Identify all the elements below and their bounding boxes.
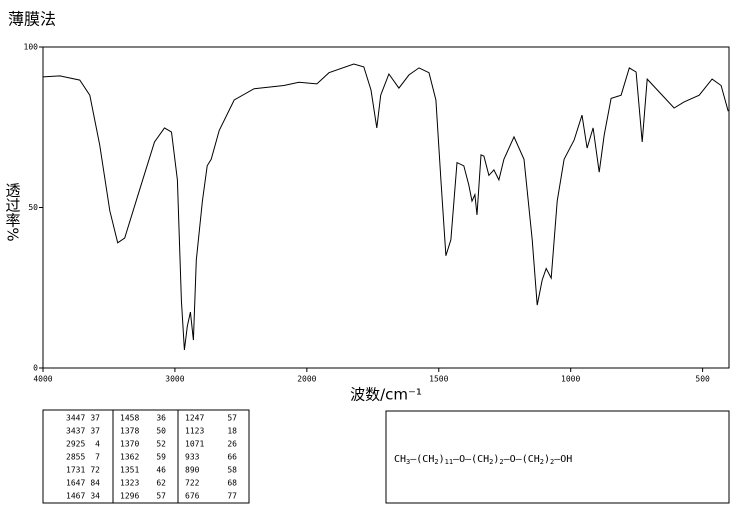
y-axis-label: 透过率% bbox=[4, 182, 22, 241]
table-cell: 2855 bbox=[66, 453, 85, 462]
table-cell: 1247 bbox=[185, 414, 204, 423]
table-cell: 50 bbox=[156, 427, 166, 436]
table-cell: 57 bbox=[156, 492, 166, 501]
table-cell: 68 bbox=[227, 479, 237, 488]
formula-part: ) bbox=[439, 454, 445, 465]
x-tick-label: 2000 bbox=[297, 375, 316, 384]
structure-formula: CH3—(CH2)11—O—(CH2)2—O—(CH2)2—OH bbox=[394, 454, 572, 466]
table-cell: 57 bbox=[227, 414, 237, 423]
x-tick-label: 4000 bbox=[33, 375, 52, 384]
formula-part: ) bbox=[544, 454, 550, 465]
x-axis-label: 波数/cm⁻¹ bbox=[350, 386, 422, 404]
table-cell: 4 bbox=[95, 440, 100, 449]
x-tick-label: 3000 bbox=[165, 375, 184, 384]
table-cell: 37 bbox=[90, 427, 100, 436]
table-cell: 18 bbox=[227, 427, 237, 436]
table-cell: 1378 bbox=[120, 427, 139, 436]
formula-part: —O—(CH bbox=[453, 454, 489, 465]
table-cell: 26 bbox=[227, 440, 237, 449]
table-cell: 72 bbox=[90, 466, 100, 475]
table-cell: 36 bbox=[156, 414, 166, 423]
table-cell: 1123 bbox=[185, 427, 204, 436]
table-cell: 62 bbox=[156, 479, 166, 488]
formula-part: —O—(CH bbox=[504, 454, 540, 465]
table-cell: 2925 bbox=[66, 440, 85, 449]
table-cell: 77 bbox=[227, 492, 237, 501]
formula-part: ) bbox=[493, 454, 499, 465]
y-tick-label: 100 bbox=[24, 43, 39, 52]
table-cell: 1647 bbox=[66, 479, 85, 488]
formula-part: CH bbox=[394, 454, 406, 465]
table-cell: 1351 bbox=[120, 466, 139, 475]
table-cell: 1370 bbox=[120, 440, 139, 449]
plot-frame bbox=[42, 46, 730, 369]
table-cell: 1362 bbox=[120, 453, 139, 462]
formula-part: 11 bbox=[445, 458, 453, 466]
formula-part: —(CH bbox=[410, 454, 434, 465]
table-cell: 46 bbox=[156, 466, 166, 475]
y-tick-label: 50 bbox=[28, 203, 38, 212]
table-cell: 3437 bbox=[66, 427, 85, 436]
y-tick-label: 0 bbox=[33, 364, 38, 373]
table-cell: 84 bbox=[90, 479, 100, 488]
table-cell: 37 bbox=[90, 414, 100, 423]
table-cell: 1731 bbox=[66, 466, 85, 475]
formula-part: 3 bbox=[406, 458, 410, 466]
table-cell: 1071 bbox=[185, 440, 204, 449]
table-cell: 1458 bbox=[120, 414, 139, 423]
table-cell: 3447 bbox=[66, 414, 85, 423]
x-tick-label: 1000 bbox=[561, 375, 580, 384]
spectrum-line bbox=[42, 63, 729, 351]
formula-part: 2 bbox=[499, 458, 503, 466]
table-cell: 722 bbox=[185, 479, 200, 488]
table-cell: 34 bbox=[90, 492, 100, 501]
table-cell: 890 bbox=[185, 466, 200, 475]
formula-part: 2 bbox=[434, 458, 438, 466]
table-cell: 1296 bbox=[120, 492, 139, 501]
formula-part: 2 bbox=[489, 458, 493, 466]
table-cell: 58 bbox=[227, 466, 237, 475]
table-cell: 66 bbox=[227, 453, 237, 462]
table-cell: 1323 bbox=[120, 479, 139, 488]
table-cell: 7 bbox=[95, 453, 100, 462]
table-cell: 1467 bbox=[66, 492, 85, 501]
table-cell: 676 bbox=[185, 492, 200, 501]
table-cell: 59 bbox=[156, 453, 166, 462]
formula-part: —OH bbox=[554, 454, 572, 465]
peak-table bbox=[42, 409, 250, 504]
x-tick-label: 1500 bbox=[429, 375, 448, 384]
formula-part: 2 bbox=[550, 458, 554, 466]
chart-title: 薄膜法 bbox=[8, 10, 56, 29]
table-cell: 933 bbox=[185, 453, 200, 462]
structure-box bbox=[385, 410, 730, 504]
table-cell: 52 bbox=[156, 440, 166, 449]
formula-part: 2 bbox=[540, 458, 544, 466]
x-tick-label: 500 bbox=[695, 375, 710, 384]
